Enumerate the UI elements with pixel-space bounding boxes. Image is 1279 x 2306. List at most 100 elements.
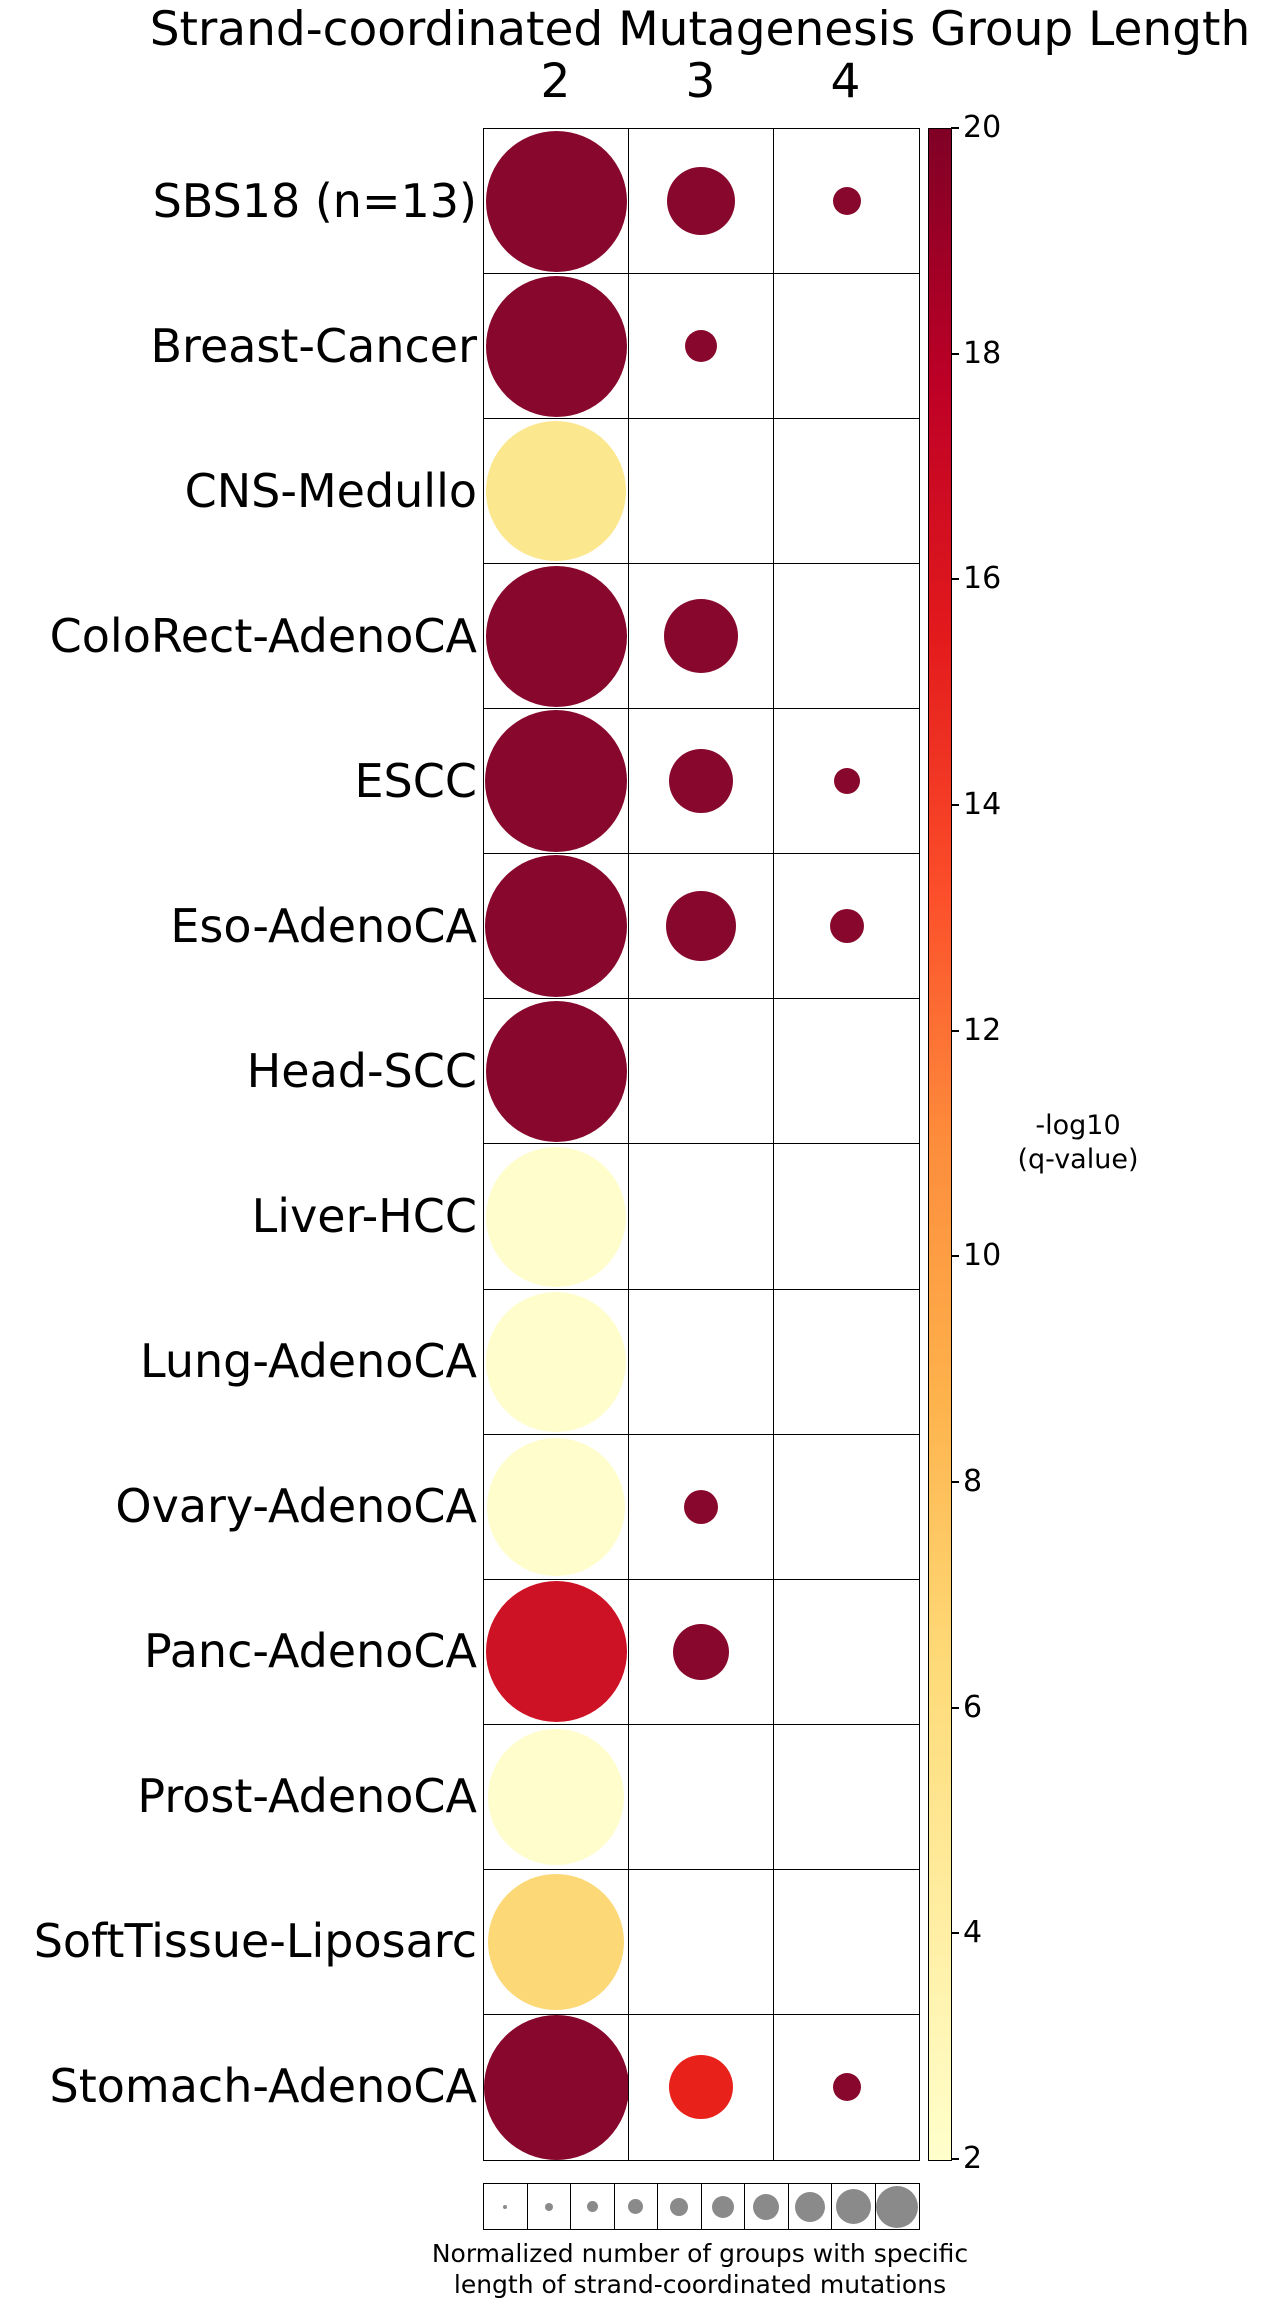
colorbar-tick	[951, 352, 959, 355]
colorbar-tick	[951, 127, 959, 129]
colorbar-tick-label: 14	[963, 787, 1002, 822]
colorbar-tick-label: 8	[963, 1464, 983, 1499]
matrix-cell	[774, 1435, 919, 1580]
size-legend-circle	[711, 2195, 734, 2218]
size-legend-circle	[586, 2201, 598, 2212]
row-label: Lung-AdenoCA	[140, 1334, 477, 1389]
row-label: Stomach-AdenoCA	[49, 2059, 477, 2114]
size-legend-circle	[544, 2202, 553, 2211]
matrix-cell	[484, 1434, 629, 1580]
bubble	[485, 710, 627, 853]
matrix-cell	[774, 1580, 919, 1725]
matrix-cell	[774, 709, 919, 855]
column-header-2: 2	[540, 54, 571, 109]
matrix-cell	[629, 1144, 774, 1290]
colorbar-title: -log10 (q-value)	[1018, 1109, 1139, 1177]
size-legend-cell	[789, 2184, 832, 2229]
row-label: Panc-AdenoCA	[144, 1624, 477, 1679]
bubble	[829, 909, 864, 944]
matrix-cell	[629, 129, 774, 275]
matrix-cell	[774, 129, 919, 275]
matrix-cell	[484, 1144, 629, 1290]
matrix-cell	[629, 1434, 774, 1580]
bubble	[486, 1146, 626, 1287]
bubble	[669, 2055, 733, 2120]
colorbar-tick	[951, 1481, 959, 1483]
matrix-cell	[484, 709, 629, 855]
size-legend-circle	[876, 2185, 919, 2228]
colorbar-tick	[951, 1029, 959, 1032]
size-legend-circle	[670, 2197, 689, 2216]
bubble	[832, 187, 861, 216]
row-label: Eso-AdenoCA	[170, 898, 477, 953]
row-label: Head-SCC	[246, 1043, 477, 1098]
bubble	[833, 768, 860, 795]
matrix-cell	[774, 1144, 919, 1290]
bubble	[664, 599, 738, 674]
matrix-cell	[484, 2014, 629, 2160]
size-legend-caption: Normalized number of groups with specifi…	[432, 2238, 968, 2300]
colorbar-tick	[951, 578, 959, 581]
bubble-matrix-grid	[483, 128, 920, 2161]
matrix-cell	[484, 419, 629, 565]
colorbar-tick-label: 10	[963, 1238, 1002, 1274]
bubble	[485, 275, 627, 417]
matrix-cell	[629, 2014, 774, 2160]
bubble	[485, 565, 627, 707]
row-label: CNS-Medullo	[184, 463, 477, 518]
colorbar-title-line2: (q-value)	[1017, 1144, 1139, 1175]
bubble	[484, 2014, 628, 2160]
size-legend-cell	[832, 2184, 876, 2229]
matrix-cell	[629, 1869, 774, 2015]
colorbar-tick-label: 18	[963, 335, 1002, 371]
matrix-cell	[484, 1289, 629, 1435]
size-legend-cell	[876, 2184, 920, 2229]
row-label: Breast-Cancer	[150, 318, 477, 373]
colorbar-tick-label: 6	[963, 1689, 983, 1725]
matrix-cell	[774, 999, 919, 1145]
matrix-cell	[484, 1724, 629, 1870]
row-label: Ovary-AdenoCA	[115, 1479, 477, 1534]
colorbar-tick-label: 4	[963, 1915, 983, 1951]
matrix-cell	[484, 274, 629, 420]
size-legend-circle	[753, 2193, 780, 2220]
row-label: SBS18 (n=13)	[152, 173, 477, 228]
bubble	[666, 891, 736, 962]
bubble	[485, 855, 627, 998]
colorbar-tick	[951, 2158, 959, 2160]
colorbar-tick-label: 12	[963, 1012, 1002, 1048]
caption-line2: length of strand-coordinated mutations	[453, 2270, 947, 2299]
bubble	[486, 1291, 626, 1432]
chart-title: Strand-coordinated Mutagenesis Group Len…	[149, 2, 1251, 57]
matrix-cell	[774, 854, 919, 1000]
row-label: ColoRect-AdenoCA	[49, 608, 477, 663]
bubble	[685, 330, 717, 363]
size-legend-circle	[835, 2189, 871, 2224]
matrix-cell	[484, 129, 629, 275]
size-legend-cell	[484, 2184, 528, 2229]
matrix-cell	[629, 1579, 774, 1725]
colorbar-tick-label: 20	[963, 110, 1002, 145]
matrix-cell	[774, 1870, 919, 2015]
bubble	[673, 1623, 729, 1680]
colorbar-tick	[951, 804, 959, 806]
colorbar-tick-label: 16	[963, 561, 1002, 597]
colorbar	[928, 128, 952, 2161]
bubble	[485, 1000, 627, 1142]
row-label: ESCC	[354, 753, 477, 808]
size-legend-cell	[615, 2184, 658, 2229]
size-legend	[483, 2183, 920, 2230]
size-legend-cell	[745, 2184, 789, 2229]
bubble	[487, 1437, 625, 1576]
bubble	[669, 749, 733, 814]
bubble	[486, 421, 626, 562]
matrix-cell	[484, 854, 629, 1000]
matrix-cell	[629, 999, 774, 1145]
matrix-cell	[629, 709, 774, 855]
colorbar-tick	[951, 1255, 959, 1258]
size-legend-circle	[628, 2199, 644, 2214]
matrix-cell	[629, 419, 774, 565]
size-legend-cell	[528, 2184, 571, 2229]
size-legend-circle	[794, 2191, 825, 2222]
